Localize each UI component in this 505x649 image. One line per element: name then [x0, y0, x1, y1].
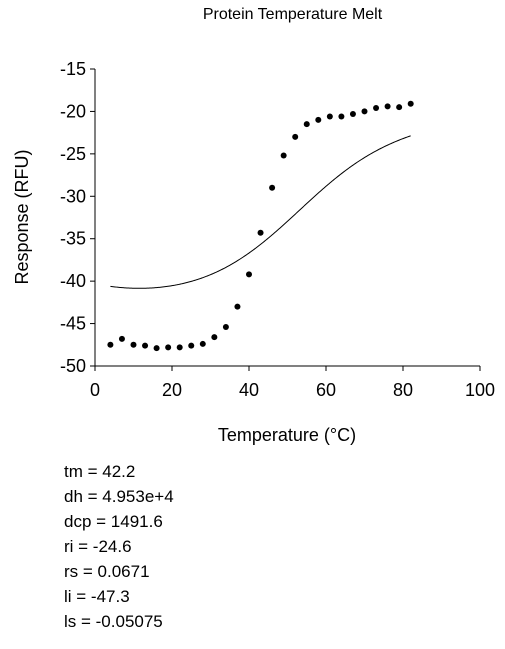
y-tick-label: -30 [60, 186, 86, 206]
data-point [142, 342, 149, 349]
data-point [315, 116, 322, 123]
y-tick-label: -40 [60, 271, 86, 291]
data-point [326, 113, 333, 120]
data-point [246, 271, 252, 278]
data-point [176, 344, 183, 351]
y-axis-ticks: -15 -20 -25 -30 -35 -40 -45 -50 [60, 59, 95, 376]
data-point [349, 110, 356, 117]
data-point [292, 133, 299, 140]
x-axis-label: Temperature (°C) [218, 425, 356, 445]
x-tick-label: 80 [393, 380, 413, 400]
data-point [234, 303, 241, 310]
param-ri: ri = -24.6 [64, 537, 132, 556]
param-tm: tm = 42.2 [64, 462, 136, 481]
data-point [188, 342, 195, 349]
x-tick-label: 40 [239, 380, 259, 400]
data-point [361, 108, 368, 115]
x-tick-label: 0 [90, 380, 100, 400]
data-point [199, 340, 206, 347]
x-tick-label: 60 [316, 380, 336, 400]
x-axis-ticks: 0 20 40 60 80 100 [90, 366, 495, 400]
data-point [107, 341, 114, 348]
fit-parameters: tm = 42.2 dh = 4.953e+4 dcp = 1491.6 ri … [64, 459, 174, 634]
data-point [165, 344, 172, 351]
param-dh: dh = 4.953e+4 [64, 487, 174, 506]
data-point [373, 105, 380, 112]
y-tick-label: -25 [60, 144, 86, 164]
data-point [118, 335, 125, 342]
param-dcp: dcp = 1491.6 [64, 512, 163, 531]
data-point [211, 334, 218, 341]
data-point [153, 345, 160, 352]
data-point [338, 113, 345, 120]
chart-title: Protein Temperature Melt [202, 6, 383, 23]
param-li: li = -47.3 [64, 587, 130, 606]
data-point [130, 341, 137, 348]
data-point [303, 121, 310, 128]
data-point [384, 103, 391, 110]
fit-curve [110, 135, 411, 289]
x-tick-label: 20 [162, 380, 182, 400]
data-point [280, 152, 287, 159]
y-tick-label: -15 [60, 59, 86, 79]
data-point [407, 100, 414, 107]
y-tick-label: -50 [60, 356, 86, 376]
param-rs: rs = 0.0671 [64, 562, 150, 581]
param-ls: ls = -0.05075 [64, 612, 163, 631]
chart-axes [94, 69, 480, 367]
y-tick-label: -45 [60, 314, 86, 334]
data-point [396, 104, 403, 111]
data-points [107, 100, 414, 352]
data-point [222, 323, 229, 330]
y-tick-label: -20 [60, 101, 86, 121]
data-point [257, 229, 264, 236]
y-tick-label: -35 [60, 229, 86, 249]
data-point [269, 184, 276, 191]
y-axis-label: Response (RFU) [12, 149, 32, 284]
x-tick-label: 100 [465, 380, 495, 400]
